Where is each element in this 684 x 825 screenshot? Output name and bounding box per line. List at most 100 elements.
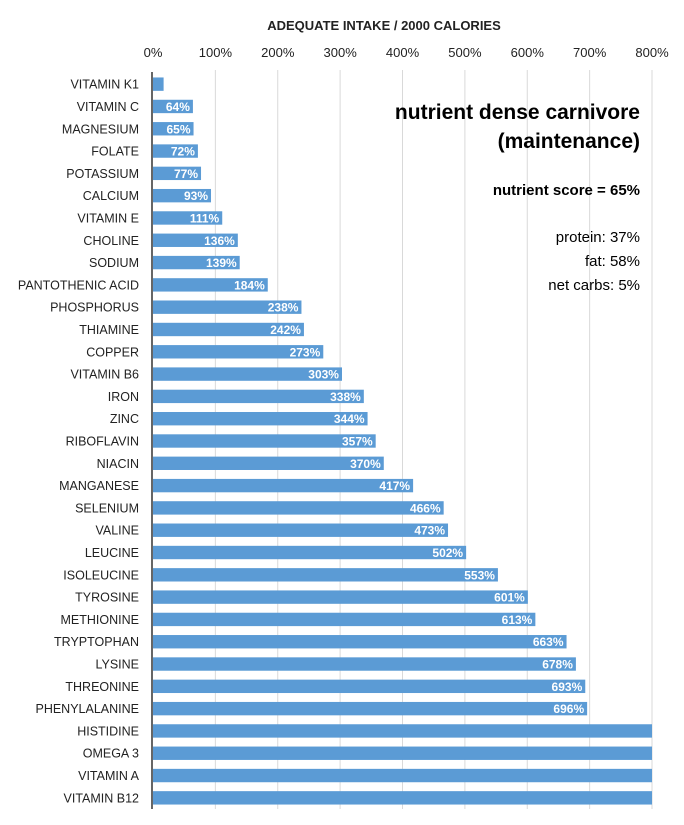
category-label: NIACIN <box>97 457 139 471</box>
x-tick-label: 100% <box>199 45 233 60</box>
category-label: PHENYLALANINE <box>35 702 139 716</box>
nutrient-score: nutrient score = 65% <box>492 182 640 199</box>
data-label: 473% <box>414 524 445 538</box>
category-label: RIBOFLAVIN <box>66 435 139 449</box>
category-label: VITAMIN B12 <box>64 791 140 805</box>
category-label: LYSINE <box>95 658 139 672</box>
data-label: 502% <box>432 546 463 560</box>
bars <box>153 77 652 805</box>
net-carbs-text: net carbs: 5% <box>548 277 640 294</box>
data-label: 77% <box>174 167 198 181</box>
data-label: 184% <box>234 278 265 292</box>
bar <box>153 545 467 560</box>
data-label: 370% <box>350 457 381 471</box>
x-axis-ticks: 0% 100% 200% 300% 400% 500% 600% 700% 800% <box>144 45 669 60</box>
x-tick-label: 0% <box>144 45 163 60</box>
bar <box>153 590 528 604</box>
category-label: POTASSIUM <box>66 167 139 181</box>
bar <box>153 456 384 470</box>
bar <box>153 99 193 114</box>
category-label: METHIONINE <box>61 613 139 627</box>
bar <box>153 635 567 649</box>
bar <box>153 345 324 359</box>
bar <box>153 188 212 203</box>
category-label: PANTOTHENIC ACID <box>18 278 139 292</box>
data-label: 64% <box>166 100 190 114</box>
data-label: 242% <box>270 323 301 337</box>
bar <box>153 501 444 515</box>
x-tick-label: 600% <box>511 45 545 60</box>
category-label: VITAMIN A <box>78 769 140 783</box>
bar <box>153 166 202 181</box>
data-label: 139% <box>206 256 237 270</box>
bar <box>153 724 652 738</box>
category-label: PHOSPHORUS <box>50 301 139 315</box>
category-label: LEUCINE <box>85 546 139 560</box>
bar <box>153 322 304 337</box>
bar <box>153 389 364 404</box>
bar <box>153 568 498 582</box>
data-label: 238% <box>268 301 299 315</box>
category-label: FOLATE <box>91 145 139 159</box>
bar <box>153 434 376 448</box>
category-label: IRON <box>108 390 139 404</box>
x-tick-label: 200% <box>261 45 295 60</box>
category-label: CALCIUM <box>83 189 139 203</box>
category-label: VITAMIN B6 <box>70 368 139 382</box>
data-label: 601% <box>494 591 525 605</box>
category-label: HISTIDINE <box>77 724 139 738</box>
bar <box>153 701 588 716</box>
data-label: 553% <box>464 568 495 582</box>
category-label: COPPER <box>86 345 139 359</box>
category-label: TRYPTOPHAN <box>54 635 139 649</box>
bar <box>153 478 414 493</box>
data-label: 303% <box>308 368 339 382</box>
fat-text: fat: 58% <box>584 253 640 270</box>
category-label: SODIUM <box>89 256 139 270</box>
bar <box>153 412 368 426</box>
protein-text: protein: 37% <box>555 229 640 246</box>
data-label: 678% <box>542 658 573 672</box>
annotation-title-line1: nutrient dense carnivore <box>394 101 640 124</box>
bar <box>153 122 194 136</box>
annotation-title: nutrient dense carnivore (maintenance) <box>395 98 640 156</box>
category-label: CHOLINE <box>83 234 139 248</box>
bar <box>153 791 652 805</box>
category-label: TYROSINE <box>75 591 139 605</box>
category-label: ISOLEUCINE <box>63 568 139 582</box>
bar <box>153 523 449 537</box>
bar <box>153 278 268 292</box>
bar <box>153 746 652 760</box>
bar <box>153 300 302 314</box>
data-label: 136% <box>204 234 235 248</box>
x-tick-label: 400% <box>386 45 420 60</box>
category-label: VITAMIN K1 <box>70 78 139 92</box>
data-label: 338% <box>330 390 361 404</box>
category-label: MANGANESE <box>59 479 139 493</box>
x-tick-label: 500% <box>448 45 482 60</box>
bar <box>153 657 576 671</box>
chart-title: ADEQUATE INTAKE / 2000 CALORIES <box>267 18 501 33</box>
data-label: 466% <box>410 501 441 515</box>
category-label: MAGNESIUM <box>62 122 139 136</box>
bar <box>153 768 652 783</box>
data-label: 613% <box>502 613 533 627</box>
category-label: THREONINE <box>65 680 139 694</box>
category-labels: VITAMIN K1 VITAMIN C MAGNESIUM FOLATE POTASS… <box>18 78 140 806</box>
x-tick-label: 700% <box>573 45 607 60</box>
category-label: THIAMINE <box>79 323 139 337</box>
data-label: 357% <box>342 435 373 449</box>
x-tick-label: 800% <box>635 45 669 60</box>
data-labels: 64% 65% 72% 77% 93% 111% 136% 139% 184%238% 242% 2… <box>166 100 585 716</box>
data-label: 417% <box>379 479 410 493</box>
bar <box>153 679 586 694</box>
data-label: 93% <box>184 189 208 203</box>
data-label: 72% <box>171 145 195 159</box>
bar <box>153 233 238 247</box>
x-tick-label: 300% <box>324 45 358 60</box>
annotation-title-line2: (maintenance) <box>497 130 640 153</box>
bar <box>153 612 536 627</box>
bar <box>153 255 240 270</box>
data-label: 696% <box>553 702 584 716</box>
